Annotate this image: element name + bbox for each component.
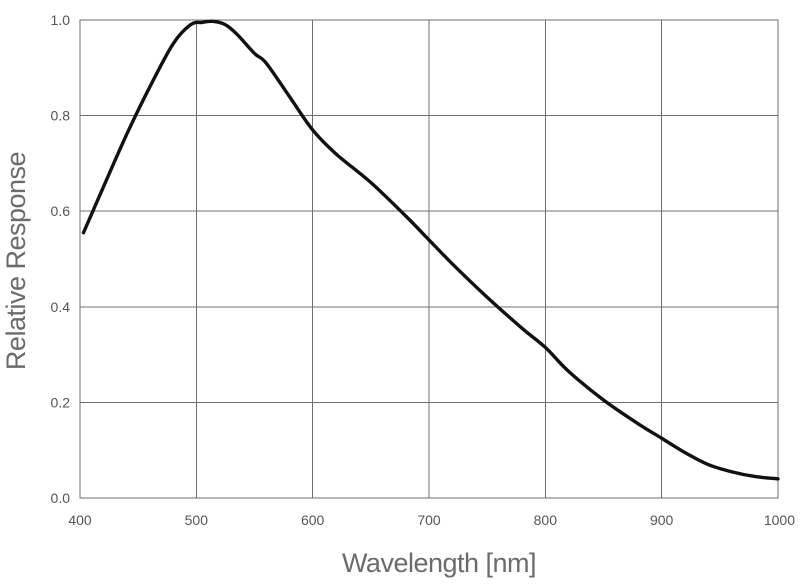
y-tick-label: 0.0 <box>51 490 71 506</box>
plot-frame <box>79 19 779 499</box>
x-tick-label: 400 <box>68 512 92 528</box>
y-axis-title: Relative Response <box>1 152 31 370</box>
response-curve-line <box>81 19 780 481</box>
x-axis-tick-labels: 400 500 600 700 800 900 1000 <box>68 512 795 528</box>
x-tick-label: 1000 <box>764 512 795 528</box>
y-tick-label: 0.2 <box>51 394 71 410</box>
y-tick-label: 1.0 <box>51 12 71 28</box>
x-tick-label: 600 <box>301 512 325 528</box>
y-tick-label: 0.4 <box>51 299 71 315</box>
vertical-gridlines <box>195 20 663 498</box>
series-layer <box>81 19 780 481</box>
horizontal-gridlines <box>80 115 778 403</box>
x-tick-label: 700 <box>417 512 441 528</box>
y-tick-label: 0.8 <box>51 108 71 124</box>
y-tick-label: 0.6 <box>51 203 71 219</box>
y-axis-tick-labels: 0.0 0.2 0.4 0.6 0.8 1.0 <box>51 12 71 506</box>
x-tick-label: 900 <box>650 512 674 528</box>
x-tick-label: 500 <box>185 512 209 528</box>
x-axis-title: Wavelength [nm] <box>342 548 536 578</box>
x-tick-label: 800 <box>534 512 558 528</box>
